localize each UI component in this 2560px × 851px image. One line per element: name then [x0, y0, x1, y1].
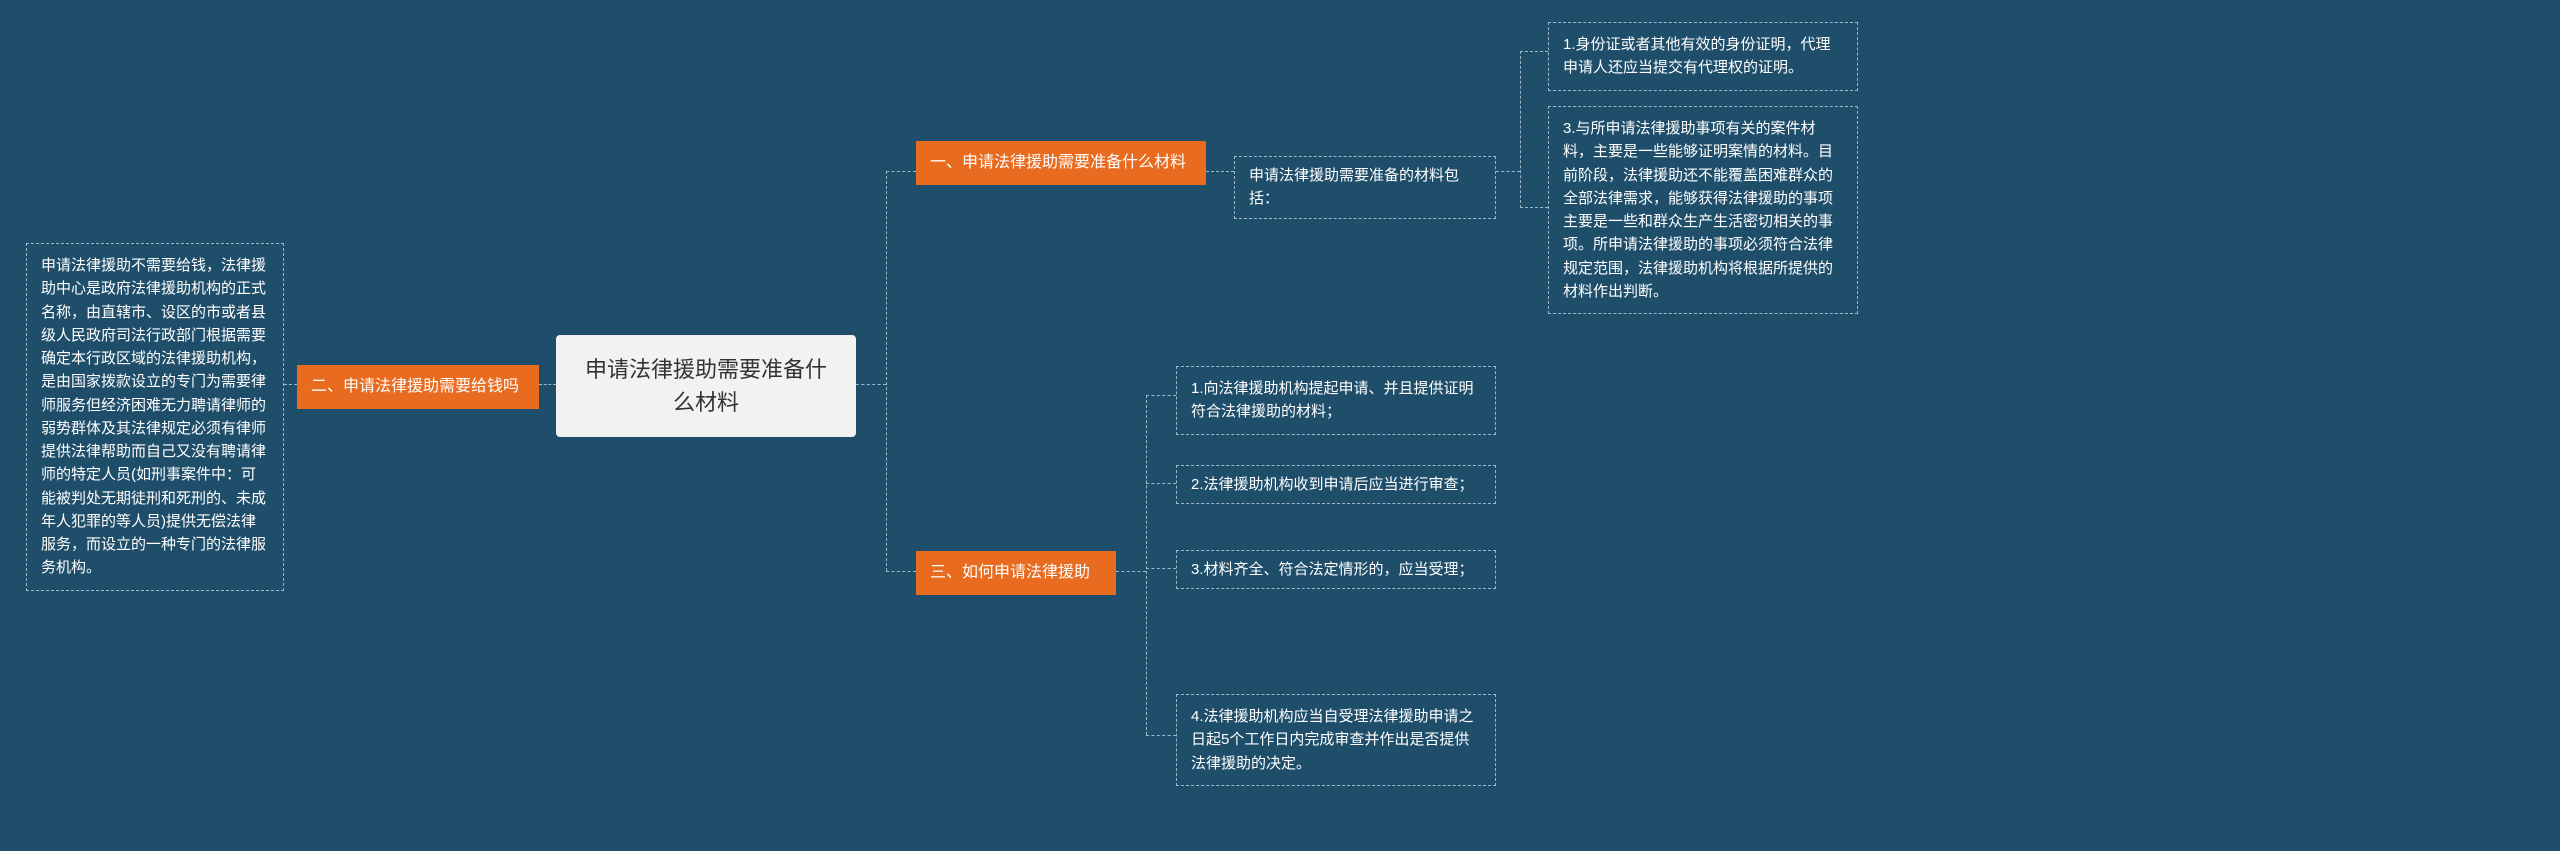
connector	[1520, 207, 1548, 208]
connector	[1496, 171, 1520, 172]
connector	[856, 384, 886, 385]
section2-detail-text: 申请法律援助不需要给钱，法律援助中心是政府法律援助机构的正式名称，由直辖市、设区…	[41, 257, 266, 576]
section1-mid: 申请法律援助需要准备的材料包括：	[1234, 156, 1496, 219]
section3-leaf-1: 1.向法律援助机构提起申请、并且提供证明符合法律援助的材料；	[1176, 366, 1496, 435]
section3-leaf-2-text: 2.法律援助机构收到申请后应当进行审查；	[1191, 476, 1474, 493]
connector	[1520, 51, 1521, 208]
connector	[886, 571, 916, 572]
section2-title: 二、申请法律援助需要给钱吗	[297, 365, 539, 409]
section3-leaf-3-text: 3.材料齐全、符合法定情形的，应当受理；	[1191, 561, 1474, 578]
connector	[1146, 735, 1176, 736]
connector	[886, 171, 887, 571]
connector	[1146, 483, 1176, 484]
connector	[1206, 171, 1234, 172]
section1-leaf-1: 1.身份证或者其他有效的身份证明，代理申请人还应当提交有代理权的证明。	[1548, 22, 1858, 91]
section1-title: 一、申请法律援助需要准备什么材料	[916, 141, 1206, 185]
connector	[1146, 395, 1176, 396]
connector	[1146, 568, 1176, 569]
center-node: 申请法律援助需要准备什么材料	[556, 335, 856, 437]
connector	[539, 384, 556, 385]
section3-leaf-1-text: 1.向法律援助机构提起申请、并且提供证明符合法律援助的材料；	[1191, 380, 1474, 420]
center-node-text: 申请法律援助需要准备什么材料	[585, 357, 827, 415]
section3-leaf-2: 2.法律援助机构收到申请后应当进行审查；	[1176, 465, 1496, 504]
section2-detail: 申请法律援助不需要给钱，法律援助中心是政府法律援助机构的正式名称，由直辖市、设区…	[26, 243, 284, 591]
section1-mid-text: 申请法律援助需要准备的材料包括：	[1249, 167, 1459, 207]
section3-title: 三、如何申请法律援助	[916, 551, 1116, 595]
section3-leaf-3: 3.材料齐全、符合法定情形的，应当受理；	[1176, 550, 1496, 589]
connector	[1116, 571, 1146, 572]
section1-leaf-2: 3.与所申请法律援助事项有关的案件材料，主要是一些能够证明案情的材料。目前阶段，…	[1548, 106, 1858, 314]
connector	[284, 384, 297, 385]
section1-title-text: 一、申请法律援助需要准备什么材料	[930, 154, 1186, 171]
section3-leaf-4: 4.法律援助机构应当自受理法律援助申请之日起5个工作日内完成审查并作出是否提供法…	[1176, 694, 1496, 786]
connector	[1520, 51, 1548, 52]
section1-leaf-1-text: 1.身份证或者其他有效的身份证明，代理申请人还应当提交有代理权的证明。	[1563, 36, 1831, 76]
connector	[1146, 395, 1147, 735]
section3-leaf-4-text: 4.法律援助机构应当自受理法律援助申请之日起5个工作日内完成审查并作出是否提供法…	[1191, 708, 1474, 772]
connector	[886, 171, 916, 172]
section1-leaf-2-text: 3.与所申请法律援助事项有关的案件材料，主要是一些能够证明案情的材料。目前阶段，…	[1563, 120, 1833, 300]
section2-title-text: 二、申请法律援助需要给钱吗	[311, 378, 519, 395]
section3-title-text: 三、如何申请法律援助	[930, 564, 1090, 581]
